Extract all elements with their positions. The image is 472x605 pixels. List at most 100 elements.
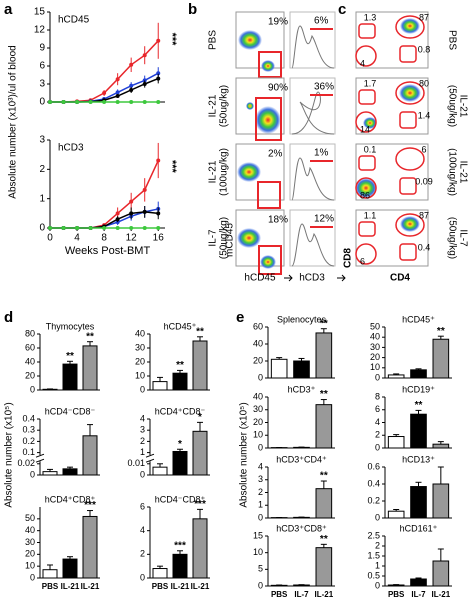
x-tick-label: IL-7 [411,590,426,599]
histogram-curve [291,25,335,69]
y-tick-label: 3 [39,135,45,146]
cell-cluster [237,162,261,182]
x-tick-label: PBS [388,590,405,599]
bar [410,369,427,379]
bar [62,558,78,579]
y-tick-label: 10 [253,430,263,440]
y-tick-label: 3 [140,425,145,435]
cell-cluster [355,178,377,198]
y-tick-label: 3 [258,474,263,484]
gate [358,23,376,39]
bar [315,547,333,587]
cell-cluster [237,228,261,248]
y-tick-label: 30 [370,342,380,352]
point [142,209,147,214]
y-tick-label: 40 [253,338,263,348]
quadrant-percent: 1.7 [364,78,377,88]
y-tick-label: 80 [25,328,35,338]
bar [387,510,405,519]
row-label: IL-21 [208,160,219,183]
y-tick-label: 0 [30,572,35,582]
quadrant-percent: 87 [419,12,429,22]
row-label: (50ug/kg) [446,217,457,259]
bar [172,553,188,579]
y-tick-label: 0 [258,512,263,522]
significance: *** [166,160,178,174]
gate [395,81,425,105]
y-tick-label: 0 [258,442,263,452]
panel-label: d [4,309,13,326]
gate [258,51,282,78]
chart-title: hCD45⁺ [164,321,197,331]
y-tick-label: 40 [370,332,380,342]
cell-cluster [261,60,275,72]
point [156,226,161,230]
x-tick-label: IL-21 [61,582,80,591]
y-tick-label: 0 [258,372,263,382]
bar [387,374,405,379]
x-tick-label: PBS [152,582,169,591]
point [156,76,161,81]
quadrant-percent: 14 [360,124,370,134]
y-tick-label: 2 [375,540,380,550]
point [156,158,161,163]
quadrant-percent: 86 [360,190,370,200]
x-axis-label: CD4 [390,273,410,284]
quadrant-percent: 0.09 [415,176,433,186]
bar [172,450,188,476]
quadrant-percent: 80 [419,78,429,88]
row-label: (100ug/kg) [219,148,230,196]
y-tick-label: 0.4 [22,413,35,423]
x-tick-label: 4 [74,233,80,244]
bar [270,584,288,587]
row-label: PBS [446,30,457,50]
axis-arrow [337,274,346,282]
chart-title: hCD45⁺ [402,314,435,324]
y-tick-label: 0.6 [367,461,380,471]
gate-percent: 36% [314,82,334,93]
gate-percent: 90% [268,83,288,94]
cell-cluster [400,18,420,34]
bar [315,488,333,519]
gate [358,221,376,237]
gate [399,45,417,63]
panel-label: c [338,1,346,18]
bar [82,515,98,579]
cell-cluster [363,117,377,129]
bar [432,338,450,379]
x-tick-label: IL-21 [314,590,333,599]
bar [42,388,58,391]
axis-break [35,453,45,463]
point [142,53,147,58]
bar [410,578,427,587]
axis-break [145,453,155,463]
quadrant-percent: 87 [419,210,429,220]
point [102,91,107,95]
gate [355,177,377,199]
panel-label: b [188,1,197,18]
bar [62,468,78,476]
point [115,100,120,104]
quadrant-percent: 1.1 [364,210,377,220]
series-line [50,160,159,229]
y-tick-label: 0.01 [127,458,145,468]
y-tick-label: 1 [140,447,145,457]
significance: *** [84,500,96,511]
bar [387,436,405,449]
y-tick-label: 15 [34,7,46,18]
y-tick-label: 0.02 [17,458,35,468]
bar [42,471,58,476]
bar [152,568,168,579]
y-tick-label: 12 [34,25,46,36]
gate-percent: 19% [268,17,288,28]
gate-percent: 12% [314,214,334,225]
y-tick-label: 40 [253,391,263,401]
significance: ** [320,534,328,545]
x-tick-label: IL-7 [294,590,309,599]
y-tick-label: 10 [370,362,380,372]
cell-cluster [246,102,254,110]
gate [395,15,425,39]
cell-cluster [238,30,262,50]
point [75,100,80,104]
chart-title: hCD3⁺CD8⁺ [276,523,327,533]
